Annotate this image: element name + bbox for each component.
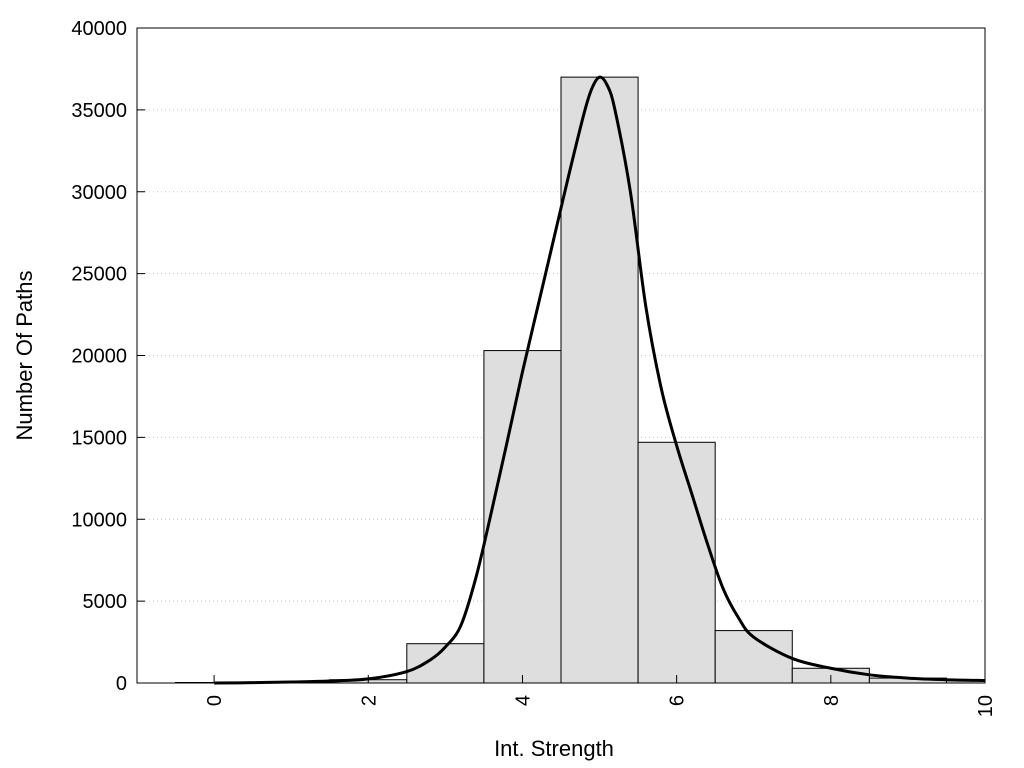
y-axis-label: Number Of Paths [12, 271, 37, 441]
histogram-bar [406, 643, 485, 684]
x-tick-label: 6 [667, 695, 689, 706]
y-tick-label: 35000 [71, 100, 127, 122]
histogram-bar [483, 350, 562, 684]
histogram-bars [175, 76, 986, 684]
x-axis-ticks: 0 2 4 6 8 10 [204, 675, 997, 717]
x-axis-label: Int. Strength [494, 736, 614, 761]
y-tick-label: 40000 [71, 18, 127, 40]
y-tick-label: 30000 [71, 182, 127, 204]
histogram-bar [637, 441, 716, 684]
y-tick-label: 15000 [71, 427, 127, 449]
x-tick-label: 0 [204, 695, 226, 706]
y-tick-label: 20000 [71, 346, 127, 368]
y-tick-label: 5000 [83, 591, 128, 613]
y-tick-label: 10000 [71, 509, 127, 531]
y-tick-label: 25000 [71, 264, 127, 286]
histogram-bar [714, 630, 793, 684]
fit-curve-line [214, 75, 986, 685]
x-tick-label: 10 [975, 695, 997, 717]
y-axis-ticks: 0 5000 10000 15000 20000 25000 30000 35000 40000 [71, 18, 145, 695]
x-tick-label: 8 [821, 695, 843, 706]
x-tick-label: 4 [512, 695, 534, 706]
x-tick-label: 2 [358, 695, 380, 706]
y-tick-label: 0 [116, 673, 127, 695]
